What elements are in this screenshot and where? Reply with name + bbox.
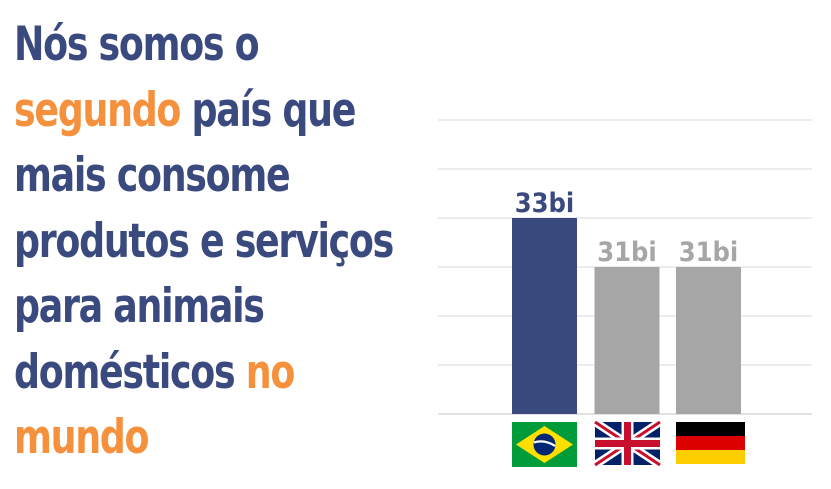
headline-line-7: mundo — [14, 405, 375, 471]
bars — [512, 218, 741, 414]
bar-germany — [676, 267, 741, 414]
bar-uk — [594, 267, 660, 414]
uk-flag-icon — [592, 418, 663, 469]
headline-highlight-no: no — [245, 344, 296, 400]
headline-highlight-mundo: mundo — [14, 410, 150, 465]
headline: Nós somos o segundo país que mais consom… — [14, 12, 394, 471]
value-label-brazil: 33bi — [515, 188, 575, 219]
bar-brazil — [512, 218, 577, 414]
headline-line-1: Nós somos o — [14, 17, 260, 72]
headline-line-2: segundo país que — [14, 78, 375, 144]
headline-line-5: para animais — [14, 279, 265, 334]
headline-line-3: mais consome — [14, 148, 291, 203]
headline-highlight-segundo: segundo — [14, 82, 181, 138]
germany-flag-icon — [676, 422, 745, 464]
headline-line-6: domésticos no — [14, 340, 375, 406]
headline-line-2-rest: país que — [180, 82, 356, 138]
brazil-flag-icon — [512, 422, 577, 467]
headline-line-6-rest: domésticos — [14, 344, 246, 400]
headline-line-4: produtos e serviços — [14, 213, 394, 269]
value-label-germany: 31bi — [679, 237, 739, 268]
value-labels: 33bi 31bi 31bi — [515, 188, 739, 268]
value-label-uk: 31bi — [597, 237, 657, 268]
